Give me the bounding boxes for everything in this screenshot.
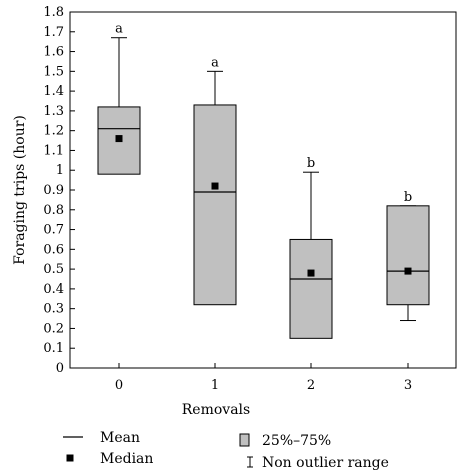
y-tick-label: 0.7	[43, 223, 64, 238]
legend-label: 25%–75%	[262, 433, 331, 449]
y-axis: 0 0.1 0.2 0.3 0.4 0.5 0.6 0.7 0.8 0.9 1 1.1 1.2 1.3 1.…	[43, 5, 75, 376]
y-tick-label: 1.5	[43, 64, 64, 79]
legend-item: Mean	[63, 430, 140, 446]
x-tick-label: 2	[307, 378, 315, 393]
group-letter: b	[307, 156, 315, 171]
y-tick-label: 1.7	[43, 25, 64, 40]
box-group: b	[386, 190, 430, 322]
y-tick-label: 1.2	[43, 124, 64, 139]
y-tick-label: 1.3	[43, 104, 64, 119]
median-marker	[211, 182, 219, 190]
legend-label: Mean	[100, 430, 140, 446]
x-tick-label: 1	[211, 378, 219, 393]
y-tick-label: 0.6	[43, 242, 64, 257]
plot-area	[69, 11, 457, 369]
median-marker	[307, 269, 315, 277]
legend-box-symbol	[239, 433, 250, 447]
box-group: a	[193, 55, 237, 306]
legend-item: Median	[66, 451, 153, 467]
group-letter: a	[115, 22, 123, 37]
y-tick-label: 1.1	[43, 143, 64, 158]
y-tick-label: 1.4	[43, 84, 64, 99]
legend-label: Median	[100, 451, 153, 467]
boxes: a a b b	[97, 22, 430, 339]
y-tick-label: 0.5	[43, 262, 64, 277]
x-axis: 0 1 2 3	[115, 363, 412, 393]
legend-median-marker	[66, 454, 74, 462]
y-tick-label: 1.6	[43, 45, 64, 60]
y-axis-title: Foraging trips (hour)	[12, 115, 28, 265]
median-marker	[115, 135, 123, 143]
y-tick-label: 0.1	[43, 341, 64, 356]
x-tick-label: 3	[404, 378, 412, 393]
legend-item: 25%–75%	[239, 433, 331, 449]
y-tick-label: 0.2	[43, 321, 64, 336]
legend: Mean Median 25%–75% Non outlier range	[63, 430, 389, 471]
box-iqr	[386, 205, 430, 306]
box-group: a	[97, 22, 141, 175]
y-tick-label: 1	[56, 163, 64, 178]
box-iqr	[193, 104, 237, 306]
x-axis-title: Removals	[182, 402, 250, 418]
legend-item: Non outlier range	[247, 455, 389, 471]
group-letter: b	[404, 190, 412, 205]
box-group: b	[289, 156, 333, 339]
y-tick-label: 0.9	[43, 183, 64, 198]
group-letter: a	[211, 55, 219, 70]
y-tick-label: 0	[56, 361, 64, 376]
y-tick-label: 1.8	[43, 5, 64, 20]
y-tick-label: 0.8	[43, 203, 64, 218]
box-iqr	[289, 238, 333, 339]
x-tick-label: 0	[115, 378, 123, 393]
median-marker	[404, 267, 412, 275]
y-tick-label: 0.4	[43, 282, 64, 297]
y-tick-label: 0.3	[43, 302, 64, 317]
plot-frame	[69, 11, 457, 369]
legend-label: Non outlier range	[262, 455, 389, 471]
